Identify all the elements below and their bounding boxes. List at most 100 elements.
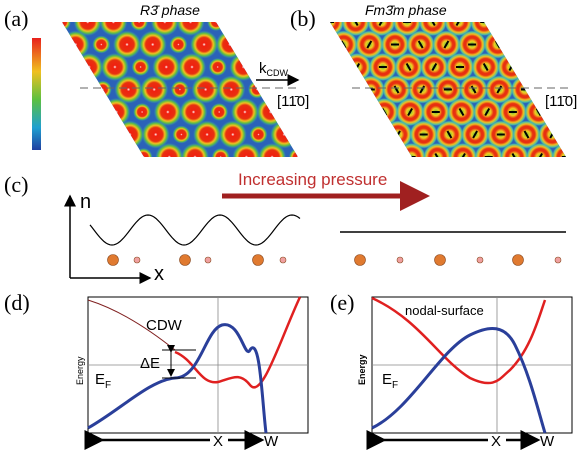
figure: (a) R3̄ phase kCDW [11̄0] (b) Fm3̄m phas… <box>0 0 587 451</box>
fermi-label: EF <box>95 371 111 391</box>
charge-ring <box>564 121 587 149</box>
colorbar <box>32 38 41 150</box>
charge-ring <box>321 143 349 171</box>
k-label: kCDW <box>259 60 288 78</box>
y-axis-label: Energy <box>357 354 367 385</box>
charge-blob <box>116 121 144 149</box>
charge-blob <box>248 81 266 99</box>
fermi-label: EF <box>382 371 398 391</box>
charge-blob <box>65 121 93 149</box>
band <box>175 297 300 387</box>
charge-blob <box>63 76 91 104</box>
bond-dash <box>522 41 526 48</box>
charge-blob <box>39 121 67 149</box>
band-label: nodal-surface <box>405 303 484 318</box>
charge-blob <box>56 103 74 121</box>
atom <box>397 257 403 263</box>
charge-map <box>290 8 587 171</box>
atoms <box>108 255 562 266</box>
charge-blob <box>250 126 268 144</box>
charge-ring <box>510 31 538 59</box>
atom <box>134 257 140 263</box>
charge-ring <box>346 143 374 171</box>
charge-blob <box>169 36 187 54</box>
axis-label: n <box>80 191 91 213</box>
charge-blob <box>207 13 225 31</box>
bond-dash <box>508 19 512 26</box>
atom <box>253 255 264 266</box>
bond-dash <box>358 154 362 161</box>
charge-blob <box>181 143 209 171</box>
charge-blob <box>209 58 227 76</box>
panel-label: (c) <box>4 172 28 197</box>
k-point: X <box>213 433 223 450</box>
charge-blob <box>171 81 189 99</box>
charge-ring <box>295 143 323 171</box>
k-point: Γ <box>86 433 94 450</box>
charge-blob <box>92 36 110 54</box>
charge-blob <box>155 143 183 171</box>
density-wave <box>90 215 300 245</box>
k-sub: CDW <box>267 68 289 78</box>
charge-map <box>22 8 324 171</box>
charge-blob <box>216 31 244 59</box>
k-point: Γ <box>368 433 376 450</box>
charge-ring <box>319 98 347 126</box>
charge-blob <box>133 103 151 121</box>
charge-ring <box>358 121 386 149</box>
y-axis-label: Energy <box>75 356 85 385</box>
atom <box>435 255 446 266</box>
bond-dash <box>317 86 321 93</box>
charge-blob <box>94 81 112 99</box>
axis-label: x <box>154 263 164 285</box>
charge-blob <box>232 143 260 171</box>
panel-label: (e) <box>330 290 354 315</box>
atom <box>108 255 119 266</box>
charge-blob <box>37 76 65 104</box>
bond-dash <box>343 86 347 93</box>
charge-blob <box>104 143 132 171</box>
charge-blob <box>53 13 71 31</box>
charge-blob <box>77 98 105 126</box>
k-point: W <box>264 433 279 450</box>
bond-dash <box>549 86 553 93</box>
charge-blob <box>247 36 265 54</box>
charge-ring <box>523 53 551 81</box>
charge-ring <box>318 53 346 81</box>
charge-ring <box>307 121 335 149</box>
bond-dash <box>370 131 374 138</box>
phase-title: Fm3̄m phase <box>365 2 447 18</box>
charge-blob <box>78 143 106 171</box>
f-sub: F <box>105 380 111 391</box>
charge-ring <box>345 98 373 126</box>
band-label: CDW <box>146 317 183 334</box>
bond-dash <box>319 131 323 138</box>
bond-dash <box>330 64 334 71</box>
atom <box>555 257 561 263</box>
k-point: X <box>491 433 501 450</box>
bond-dash <box>384 154 388 161</box>
charge-ring <box>496 8 524 36</box>
direction-label: [11̄0] <box>545 93 577 110</box>
charge-blob <box>132 58 150 76</box>
charge-ring <box>304 31 332 59</box>
panel-label: (d) <box>4 290 30 315</box>
charge-blob <box>289 148 307 166</box>
charge-ring <box>372 143 400 171</box>
charge-blob <box>135 148 153 166</box>
charge-blob <box>258 143 286 171</box>
panel-label: (b) <box>290 6 316 31</box>
charge-blob <box>58 148 76 166</box>
atom <box>180 255 191 266</box>
pressure-label: Increasing pressure <box>238 170 387 189</box>
bond-dash <box>307 154 311 161</box>
e: E <box>95 371 105 388</box>
charge-blob <box>296 121 324 149</box>
direction-label: [11̄0] <box>277 93 309 110</box>
gap-label: ΔE <box>140 355 160 372</box>
phase-title: R3̄ phase <box>140 2 200 18</box>
charge-ring <box>333 121 361 149</box>
atom <box>280 257 286 263</box>
atom <box>355 255 366 266</box>
bond-dash <box>331 109 335 116</box>
